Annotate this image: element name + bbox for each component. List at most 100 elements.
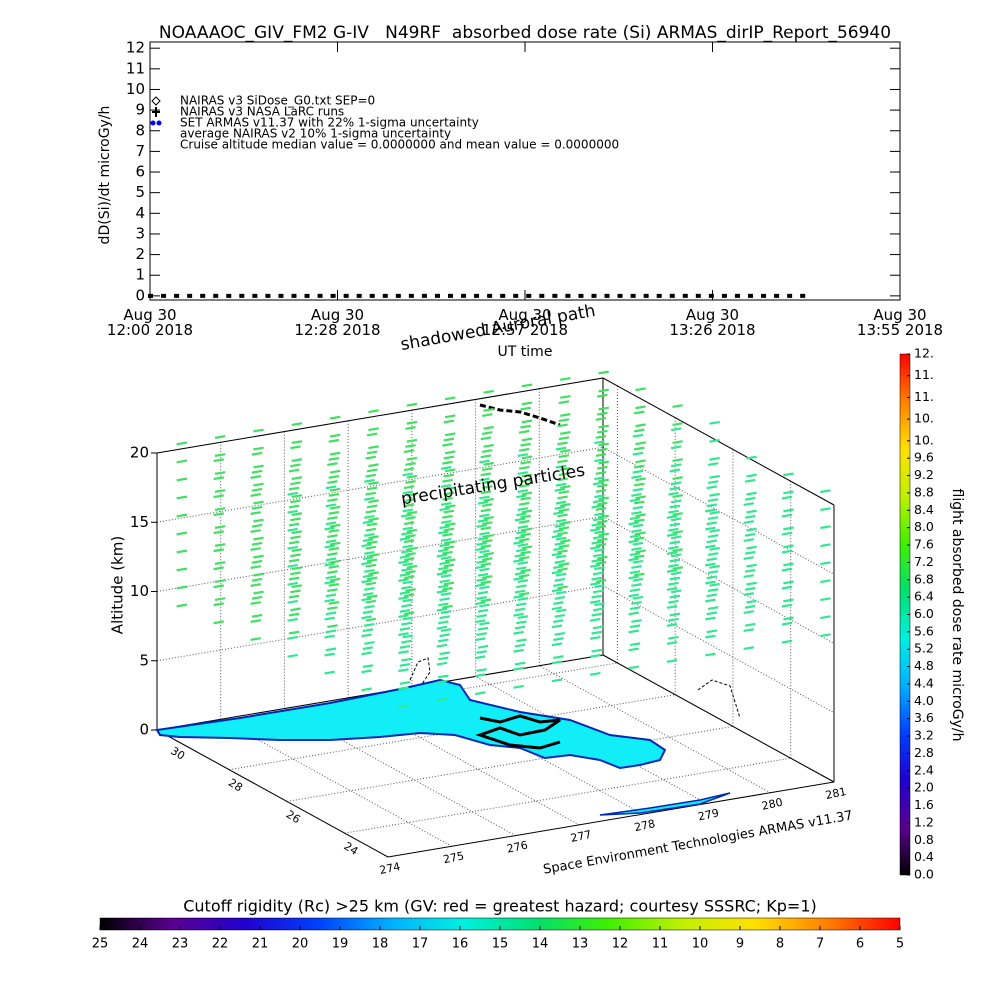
particle-dash [557,441,568,446]
particle-dash [558,526,570,531]
particle-dash [591,576,602,581]
y-axis-label: dD(Si)/dt microGy/h [97,106,113,245]
particle-dash [176,495,188,500]
particle-dash [513,648,524,653]
particle-dash [744,514,756,519]
x-axis-label: UT time [498,344,553,360]
particle-dash [405,534,416,538]
data-point [565,293,571,298]
particle-dash [672,494,683,499]
particle-dash [557,513,568,518]
particle-dash [518,519,530,524]
legend-label: SET ARMAS v11.37 with 22% 1-sigma uncert… [180,116,479,130]
colorbar-tick-label: 8.0 [914,519,934,534]
data-point [161,293,167,298]
particle-dash [666,641,678,645]
particle-dash [706,485,718,490]
particle-dash [440,502,452,506]
particle-dash [288,468,300,473]
particle-dash [368,409,379,414]
colorbar-tick-label: 12. [914,346,934,361]
particle-dash [329,541,341,546]
particle-dash [287,527,298,532]
particle-dash [595,489,607,493]
particle-dash [598,388,609,393]
colorbar-tick-label: 6 [856,937,864,952]
particle-dash [480,598,492,603]
particle-dash [479,495,490,500]
particle-dash [477,518,489,523]
particle-dash [597,465,608,470]
particle-dash [598,478,609,483]
particle-dash [591,558,602,563]
particle-dash [476,650,487,654]
particle-dash [629,534,641,539]
particle-dash [555,608,567,613]
particle-dash [707,606,719,611]
particle-dash [521,419,533,424]
particle-dash [480,580,492,585]
particle-dash [361,669,372,674]
particle-dash [557,531,568,536]
particle-dash [402,490,413,495]
particle-dash [669,486,681,491]
particle-dash [598,370,609,375]
particle-dash [442,478,453,483]
particle-dash [438,656,449,661]
particle-dash [668,509,679,514]
y-tick-label: 0 [135,286,145,304]
particle-dash [632,541,644,546]
data-point [317,293,323,298]
particle-dash [520,532,531,537]
particle-dash [399,644,411,649]
particle-dash [328,456,340,461]
colorbar-tick-label: 2.0 [914,780,934,795]
particle-dash [517,471,529,476]
particle-dash [705,598,716,603]
particle-dash [670,445,682,450]
particle-dash [557,477,568,482]
particle-dash [632,469,644,474]
particle-dash [517,615,529,620]
particle-dash [476,596,487,600]
particle-dash [597,501,608,506]
particle-dash [633,482,645,487]
particle-dash [744,532,756,537]
particle-dash [591,594,602,599]
data-point [343,293,349,298]
particle-dash [398,686,409,691]
particle-dash [477,644,489,649]
particle-dash [405,462,416,466]
particle-dash [632,433,644,438]
particle-dash [362,556,374,561]
particle-dash [253,572,264,577]
particle-dash [513,576,524,581]
colorbar-tick-label: 10 [692,937,709,952]
particle-dash [514,607,526,612]
particle-dash [592,625,604,630]
particle-dash [438,584,449,589]
particle-dash [553,565,564,570]
particle-dash [518,483,530,488]
particle-dash [253,518,264,523]
particle-dash [327,570,338,575]
particle-dash [287,599,298,604]
particle-dash [557,585,568,590]
particle-dash [364,622,375,627]
particle-dash [669,576,681,581]
axis-line [602,654,835,783]
particle-dash [328,438,340,443]
particle-dash [557,567,568,572]
particle-dash [444,468,456,473]
particle-dash [477,608,489,613]
particle-dash [287,581,298,586]
colorbar-tick-label: 7.2 [914,554,934,569]
grid-line [229,694,676,771]
particle-dash [362,574,374,579]
data-point [278,293,284,298]
particle-dash [707,480,719,484]
particle-dash [551,534,563,539]
particle-dash [743,610,755,615]
annotation: Cruise altitude median value = 0.0000000… [180,138,619,152]
particle-dash [365,491,377,496]
